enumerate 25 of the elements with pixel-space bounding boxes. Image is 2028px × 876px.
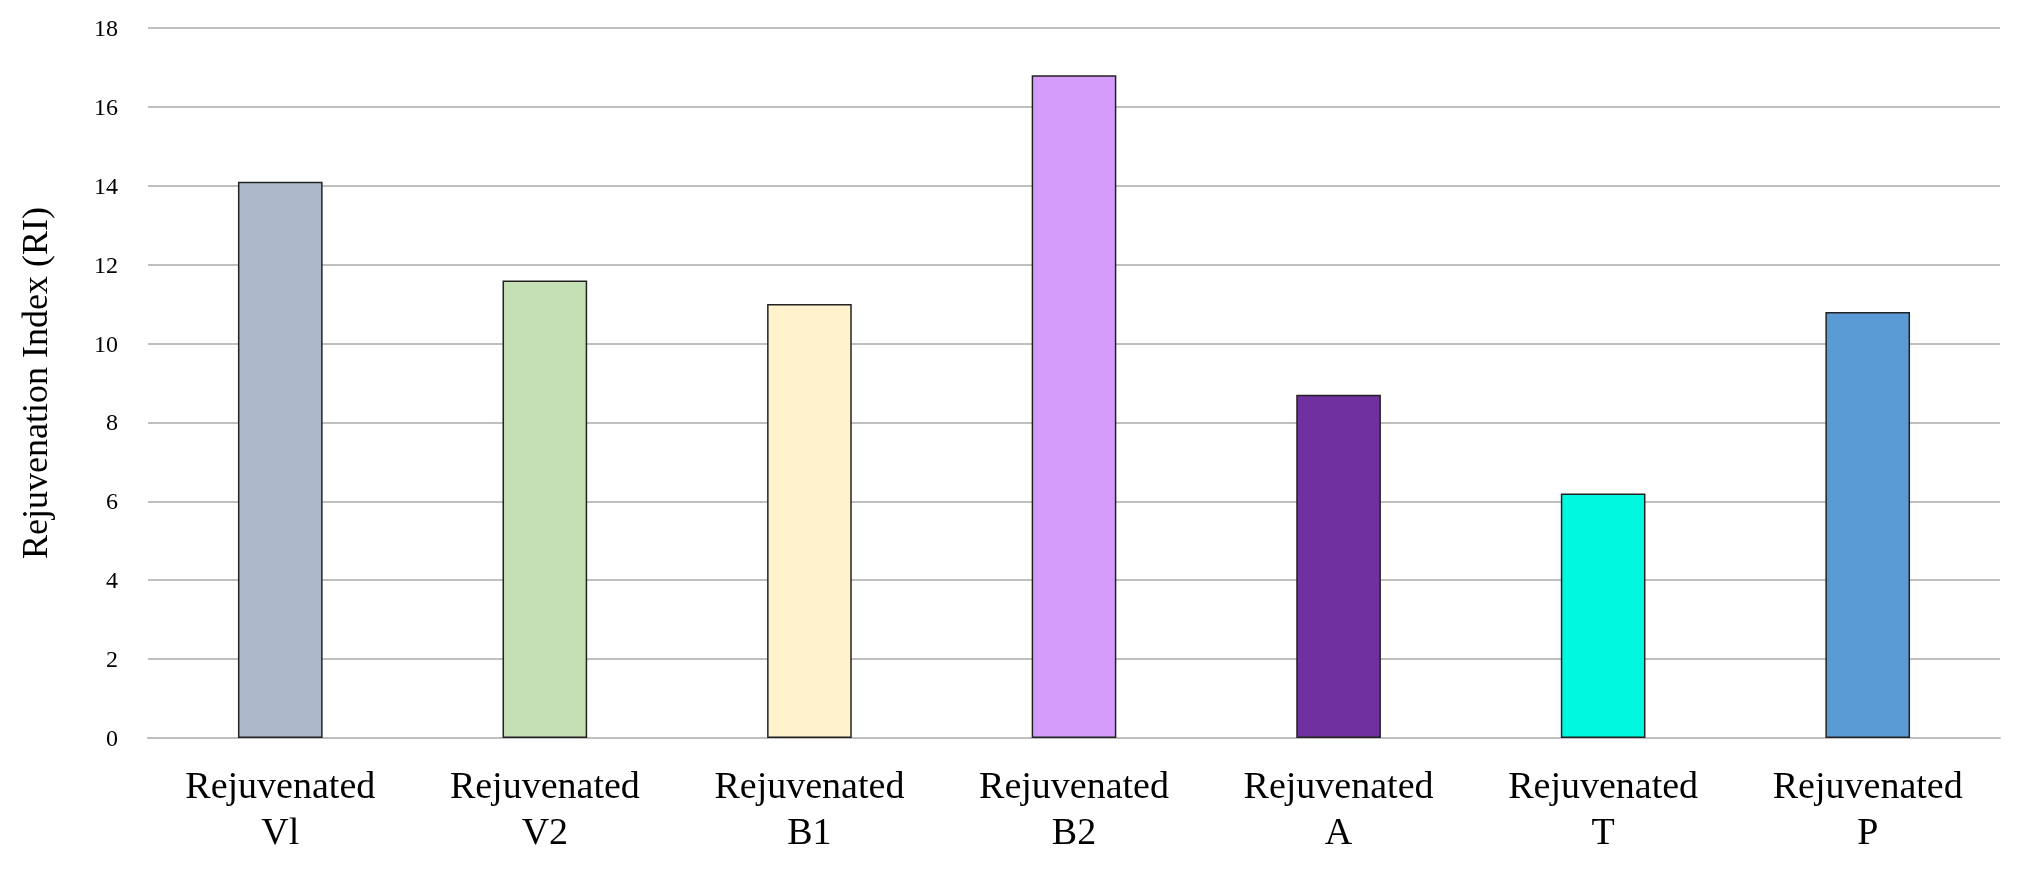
x-tick-label: Rejuvenated T — [1508, 764, 1699, 852]
y-tick-label: 0 — [106, 725, 118, 751]
bar — [1296, 394, 1381, 738]
x-tick-label: Rejuvenated Vl — [185, 764, 376, 852]
x-tick-label: Rejuvenated V2 — [449, 764, 640, 852]
bar — [767, 304, 852, 738]
y-tick-label: 18 — [94, 15, 118, 41]
y-tick-label: 4 — [106, 567, 118, 594]
bar — [1031, 75, 1117, 738]
x-tick-label: Rejuvenated A — [1243, 764, 1434, 852]
bar — [237, 181, 323, 738]
y-axis-title: Rejuvenation Index (RI) — [15, 207, 55, 559]
bar — [1560, 493, 1646, 738]
y-tick-label: 2 — [106, 646, 118, 673]
y-tick-label: 6 — [106, 488, 118, 515]
bar — [1825, 312, 1911, 738]
x-tick-label: Rejuvenated P — [1772, 764, 1963, 852]
y-tick-label: 8 — [106, 409, 118, 436]
y-tick-label: 10 — [94, 330, 118, 357]
y-tick-label: 14 — [94, 172, 118, 199]
y-tick-label: 12 — [94, 251, 118, 278]
y-tick-label: 16 — [94, 93, 118, 120]
x-tick-label: Rejuvenated B2 — [979, 764, 1169, 852]
x-tick-label: Rejuvenated B1 — [714, 764, 905, 852]
bar — [502, 280, 588, 738]
